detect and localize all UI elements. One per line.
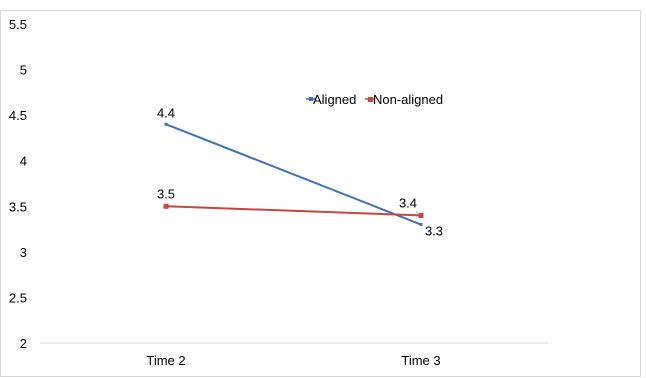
legend-swatch-non-aligned bbox=[368, 97, 373, 102]
legend-label-aligned: Aligned bbox=[313, 92, 356, 107]
y-tick-label: 3.5 bbox=[9, 199, 27, 214]
point-non-aligned bbox=[418, 212, 424, 218]
y-tick-label: 5 bbox=[20, 63, 27, 78]
legend-swatch-aligned bbox=[309, 97, 313, 101]
y-tick-label: 5.5 bbox=[9, 17, 27, 32]
point-aligned bbox=[164, 122, 168, 126]
y-tick-label: 4 bbox=[20, 154, 27, 169]
y-tick-labels: 2 2.5 3 3.5 4 4.5 5 5.5 bbox=[9, 17, 27, 351]
x-tick-label: Time 3 bbox=[401, 353, 440, 368]
x-tick-label: Time 2 bbox=[146, 353, 185, 368]
x-tick-labels: Time 2 Time 3 bbox=[146, 353, 440, 368]
data-label: 3.3 bbox=[425, 224, 443, 239]
y-tick-label: 2.5 bbox=[9, 290, 27, 305]
y-tick-label: 4.5 bbox=[9, 108, 27, 123]
series-group bbox=[163, 122, 424, 227]
legend: Aligned Non-aligned bbox=[306, 92, 443, 107]
plot-area bbox=[0, 10, 641, 377]
series-line-aligned bbox=[165, 123, 422, 226]
data-label: 3.5 bbox=[157, 186, 175, 201]
data-labels: 4.4 3.3 3.5 3.4 bbox=[157, 105, 443, 238]
y-tick-label: 3 bbox=[20, 245, 27, 260]
point-non-aligned bbox=[163, 203, 169, 209]
y-tick-label: 2 bbox=[20, 336, 27, 351]
label-leader-line bbox=[415, 211, 421, 215]
legend-label-non-aligned: Non-aligned bbox=[373, 92, 443, 107]
data-label: 3.4 bbox=[399, 195, 417, 210]
data-label: 4.4 bbox=[157, 105, 175, 120]
series-line-non-aligned bbox=[165, 205, 422, 217]
point-aligned bbox=[419, 223, 423, 227]
